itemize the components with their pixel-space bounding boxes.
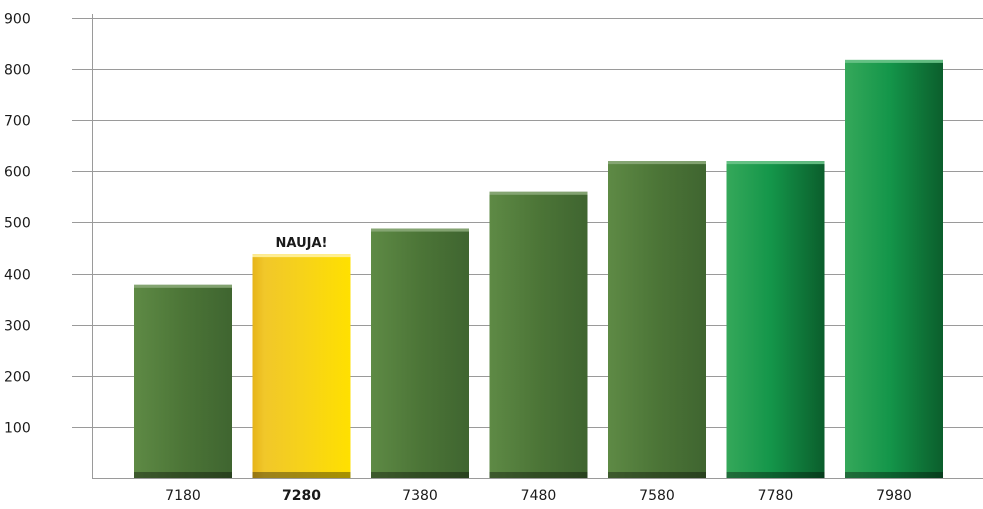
bar-7280-body [252,254,351,478]
y-tick-label-400: 400 [4,268,31,284]
bar-7980-top-bevel [845,59,943,63]
bar-7180-base-shadow [134,472,232,478]
bar-7380-body [371,228,469,478]
bar-7480-top-bevel [489,191,588,195]
bar-7480-base-shadow [489,472,588,478]
axes [92,14,983,479]
bar-7580-base-shadow [608,472,706,478]
bar-7580-body [608,161,706,478]
bar-7580-top-bevel [608,161,706,165]
x-tick-label-7280: 7280 [282,488,321,504]
x-tick-label-7780: 7780 [758,488,794,504]
bar-7980-body [845,59,943,479]
bar-7280 [252,254,351,478]
labels: 100 200 300 400 500 600 700 800 900 7180 7280 NAUJA… [4,12,912,505]
bar-7380-top-bevel [371,228,469,232]
x-tick-label-7480: 7480 [521,488,557,504]
bar-7180 [134,284,232,478]
bar-7280-base-shadow [252,472,351,478]
y-tick-label-100: 100 [4,421,31,437]
bar-7280-top-bevel [252,254,351,258]
y-tick-label-800: 800 [4,63,31,79]
y-tick-label-900: 900 [4,12,31,28]
x-tick-label-7380: 7380 [402,488,438,504]
bar-7480 [489,191,588,478]
bar-7980-base-shadow [845,472,943,478]
bar-7780 [726,161,825,478]
bar-7180-body [134,284,232,478]
bar-7380-base-shadow [371,472,469,478]
bar-7980 [845,59,943,479]
bar-7780-base-shadow [726,472,825,478]
bar-7480-body [489,191,588,478]
y-tick-label-600: 600 [4,165,31,181]
x-tick-label-7580: 7580 [639,488,675,504]
y-tick-label-700: 700 [4,114,31,130]
bar-7780-top-bevel [726,161,825,165]
bar-7780-body [726,161,825,478]
bar-7180-top-bevel [134,284,232,288]
bar-7580 [608,161,706,478]
bars [134,59,943,479]
y-tick-label-500: 500 [4,216,31,232]
annotation-label: NAUJA! [276,236,328,251]
bar-7380 [371,228,469,478]
x-tick-label-7980: 7980 [876,488,912,504]
y-tick-label-200: 200 [4,370,31,386]
y-tick-label-300: 300 [4,319,31,335]
x-tick-label-7180: 7180 [165,488,201,504]
